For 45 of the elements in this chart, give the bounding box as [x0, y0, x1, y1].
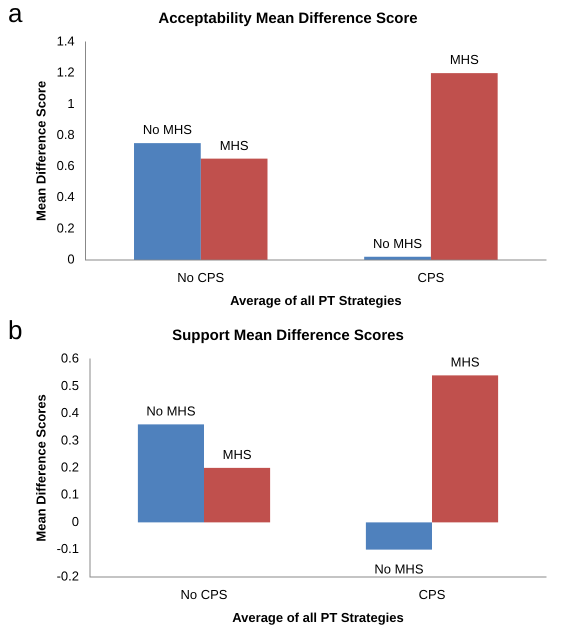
y-tick-label: 0.2 [56, 220, 75, 236]
series-label: No MHS [142, 122, 192, 138]
y-tick-label: 0.6 [56, 158, 75, 174]
y-tick-label: 0.4 [56, 189, 75, 204]
y-tick-label: 0.3 [60, 432, 79, 448]
y-tick-label: 1.2 [56, 64, 75, 80]
chart-title: Acceptability Mean Difference Score [158, 10, 418, 28]
y-axis-title: Mean Difference Score [33, 80, 48, 221]
bar [364, 256, 431, 260]
y-tick-label: 1.4 [56, 34, 75, 49]
y-tick-label: 0 [67, 251, 75, 266]
x-tick-label: No CPS [180, 587, 228, 602]
bar [432, 375, 498, 522]
y-axis-title: Mean Difference Scores [33, 394, 48, 542]
y-tick-label: 0.2 [60, 459, 79, 474]
text: a [8, 0, 23, 28]
y-tick-label: -0.2 [56, 568, 79, 584]
bar [204, 468, 270, 522]
x-axis-title: Average of all PT Strategies [230, 292, 402, 308]
y-tick-label: 0.4 [60, 405, 79, 420]
y-tick-label: -0.1 [56, 541, 79, 556]
series-label: MHS [222, 446, 252, 462]
text: No MHS [372, 236, 422, 251]
text: MHS [220, 138, 249, 153]
bar [366, 522, 432, 550]
y-tick-label: 0.1 [60, 486, 79, 502]
text: No MHS [374, 562, 424, 577]
bar [430, 73, 498, 260]
x-tick-label: CPS [418, 587, 446, 602]
text: b [8, 315, 22, 346]
text: MHS [450, 354, 480, 370]
x-axis-title: Average of all PT Strategies [232, 610, 404, 625]
y-tick-label: 0 [72, 514, 79, 529]
y-tick-label: 1 [67, 96, 75, 111]
bar [138, 424, 204, 522]
bar [134, 143, 201, 260]
x-tick-label: No CPS [177, 270, 225, 286]
series-label: No MHS [146, 403, 196, 418]
y-tick-label: 0.8 [56, 126, 75, 142]
chart-title: Support Mean Difference Scores [172, 327, 404, 344]
y-tick-label: 0.6 [60, 350, 79, 366]
y-tick-label: 0.5 [60, 378, 79, 393]
x-tick-label: CPS [418, 270, 445, 286]
bar [200, 158, 268, 260]
series-label: MHS [450, 52, 480, 68]
